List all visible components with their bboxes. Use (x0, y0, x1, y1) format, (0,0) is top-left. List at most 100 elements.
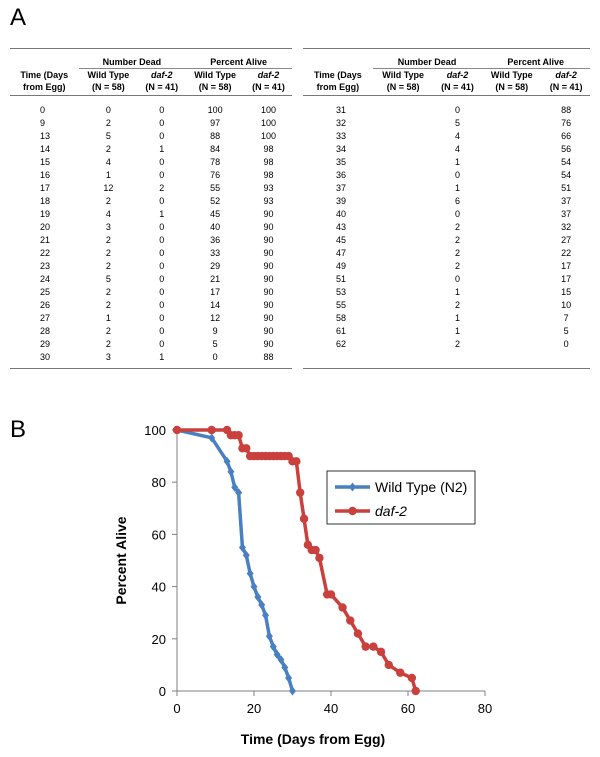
survival-table-right: Number Dead Percent Alive Time (Days from… (303, 48, 590, 369)
table-row: 51 0 17 (303, 273, 590, 286)
time-cell: 14 (40, 144, 51, 154)
daf-alive-cell: 56 (561, 144, 572, 154)
daf-alive-cell: 54 (561, 157, 572, 167)
table-row: 27 1 0 12 90 (10, 312, 292, 325)
table-row: 40 0 37 (303, 208, 590, 221)
table-row: 17 12 2 55 93 (10, 182, 292, 195)
time-cell: 43 (336, 222, 347, 232)
time-cell: 45 (336, 235, 347, 245)
data-point-wild-type (235, 488, 243, 498)
wt-dead-header: Wild Type (N = 58) (372, 68, 434, 96)
daf-alive-cell: 90 (263, 222, 274, 232)
daf-dead-cell: 1 (159, 144, 165, 154)
table-row: 55 2 10 (303, 299, 590, 312)
daf-dead-cell: 0 (159, 105, 165, 115)
x-tick-label: 0 (173, 701, 180, 716)
daf-alive-header: daf-2 (N = 41) (245, 68, 292, 96)
wt-dead-cell: 5 (105, 274, 111, 284)
daf-dead-cell: 0 (159, 287, 165, 297)
daf-dead-cell: 1 (454, 313, 460, 323)
data-point-wild-type (250, 582, 258, 592)
time-cell: 37 (336, 183, 347, 193)
y-tick-label: 60 (152, 527, 166, 542)
time-cell: 61 (336, 326, 347, 336)
time-cell: 29 (40, 339, 51, 349)
data-point-wild-type (208, 433, 216, 443)
daf-dead-cell: 0 (159, 313, 165, 323)
data-point-daf-2 (292, 457, 301, 466)
daf-dead-cell: 0 (159, 261, 165, 271)
table-row: 49 2 17 (303, 260, 590, 273)
daf-dead-cell: 0 (454, 170, 460, 180)
survival-table-left: Number Dead Percent Alive Time (Days from… (10, 48, 292, 369)
time-header: Time (Days from Egg) (303, 68, 373, 96)
x-tick-label: 80 (478, 701, 492, 716)
time-cell: 16 (40, 170, 51, 180)
daf-alive-cell: 88 (561, 105, 572, 115)
data-point-daf-2 (338, 603, 347, 612)
data-point-daf-2 (369, 642, 378, 651)
table-row: 32 5 76 (303, 117, 590, 130)
table-row: 31 0 88 (303, 96, 590, 118)
data-point-wild-type (281, 663, 289, 673)
table-row-spacer (303, 351, 590, 369)
y-axis-label: Percent Alive (113, 516, 129, 604)
time-cell: 0 (40, 105, 46, 115)
data-point-wild-type (238, 542, 246, 552)
table-row: 15 4 0 78 98 (10, 156, 292, 169)
daf-alive-cell: 90 (263, 339, 274, 349)
wt-alive-cell: 100 (207, 105, 223, 115)
data-point-daf-2 (242, 444, 251, 453)
daf-dead-cell: 1 (454, 326, 460, 336)
wt-dead-cell: 1 (105, 170, 111, 180)
data-point-daf-2 (411, 686, 420, 696)
time-cell: 58 (336, 313, 347, 323)
legend-label-wild-type: Wild Type (N2) (375, 479, 467, 495)
daf-dead-cell: 2 (454, 300, 460, 310)
number-dead-group-header: Number Dead (78, 48, 186, 69)
wt-alive-header: Wild Type (N = 58) (481, 68, 543, 96)
daf-dead-cell: 2 (454, 235, 460, 245)
time-cell: 34 (336, 144, 347, 154)
time-cell: 15 (40, 157, 51, 167)
daf-alive-cell: 0 (563, 339, 569, 349)
table-row: 25 2 0 17 90 (10, 286, 292, 299)
wt-alive-cell: 45 (210, 209, 221, 219)
data-point-daf-2 (207, 425, 216, 435)
daf-dead-cell: 6 (454, 196, 460, 206)
legend-marker-wild-type (349, 482, 356, 492)
daf-alive-cell: 100 (261, 131, 277, 141)
daf-alive-cell: 54 (561, 170, 572, 180)
daf-dead-cell: 2 (454, 339, 460, 349)
time-cell: 23 (40, 261, 51, 271)
table-row: 19 4 1 45 90 (10, 208, 292, 221)
daf-alive-cell: 7 (563, 313, 569, 323)
wt-dead-cell: 2 (105, 248, 111, 258)
table-row: 26 2 0 14 90 (10, 299, 292, 312)
daf-alive-cell: 90 (263, 300, 274, 310)
daf-dead-cell: 2 (454, 248, 460, 258)
y-tick-label: 100 (144, 423, 166, 438)
legend-label-daf-2: daf-2 (375, 503, 407, 519)
daf-alive-cell: 98 (263, 170, 274, 180)
daf-dead-cell: 5 (454, 118, 460, 128)
time-cell: 24 (40, 274, 51, 284)
wt-dead-cell: 2 (105, 339, 111, 349)
table-row: 47 2 22 (303, 247, 590, 260)
time-cell: 35 (336, 157, 347, 167)
table-row: 33 4 66 (303, 130, 590, 143)
wt-dead-cell: 3 (105, 222, 111, 232)
daf-dead-cell: 0 (159, 326, 165, 336)
daf-dead-cell: 4 (454, 131, 460, 141)
daf-alive-cell: 66 (561, 131, 572, 141)
daf-dead-cell: 1 (454, 157, 460, 167)
data-point-wild-type (262, 610, 270, 620)
time-cell: 32 (336, 118, 347, 128)
table-row: 0 0 0 100 100 (10, 96, 292, 118)
daf-alive-cell: 98 (263, 144, 274, 154)
daf-dead-cell: 1 (138, 351, 186, 369)
daf-alive-cell: 90 (263, 287, 274, 297)
table-row: 9 2 0 97 100 (10, 117, 292, 130)
panel-b-label: B (10, 416, 27, 443)
daf-dead-header: daf-2 (N = 41) (433, 68, 482, 96)
